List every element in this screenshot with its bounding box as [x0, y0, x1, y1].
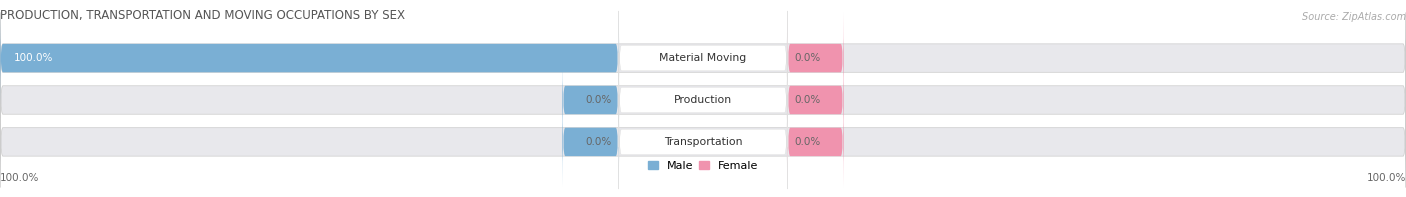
- FancyBboxPatch shape: [787, 96, 844, 188]
- Legend: Male, Female: Male, Female: [648, 161, 758, 171]
- FancyBboxPatch shape: [562, 96, 619, 188]
- Text: 0.0%: 0.0%: [794, 53, 821, 63]
- Text: 100.0%: 100.0%: [0, 173, 39, 183]
- Text: 0.0%: 0.0%: [794, 95, 821, 105]
- Text: Production: Production: [673, 95, 733, 105]
- FancyBboxPatch shape: [562, 54, 619, 146]
- Text: PRODUCTION, TRANSPORTATION AND MOVING OCCUPATIONS BY SEX: PRODUCTION, TRANSPORTATION AND MOVING OC…: [0, 9, 405, 22]
- FancyBboxPatch shape: [787, 12, 844, 104]
- FancyBboxPatch shape: [0, 12, 619, 104]
- Text: Source: ZipAtlas.com: Source: ZipAtlas.com: [1302, 12, 1406, 22]
- FancyBboxPatch shape: [619, 53, 787, 147]
- Text: 0.0%: 0.0%: [585, 137, 612, 147]
- FancyBboxPatch shape: [619, 95, 787, 189]
- FancyBboxPatch shape: [0, 12, 1406, 104]
- Text: 100.0%: 100.0%: [1367, 173, 1406, 183]
- FancyBboxPatch shape: [0, 54, 1406, 146]
- FancyBboxPatch shape: [787, 54, 844, 146]
- Text: 100.0%: 100.0%: [14, 53, 53, 63]
- FancyBboxPatch shape: [0, 96, 1406, 188]
- Text: 0.0%: 0.0%: [794, 137, 821, 147]
- FancyBboxPatch shape: [619, 11, 787, 105]
- Text: Transportation: Transportation: [664, 137, 742, 147]
- Text: Material Moving: Material Moving: [659, 53, 747, 63]
- Text: 0.0%: 0.0%: [585, 95, 612, 105]
